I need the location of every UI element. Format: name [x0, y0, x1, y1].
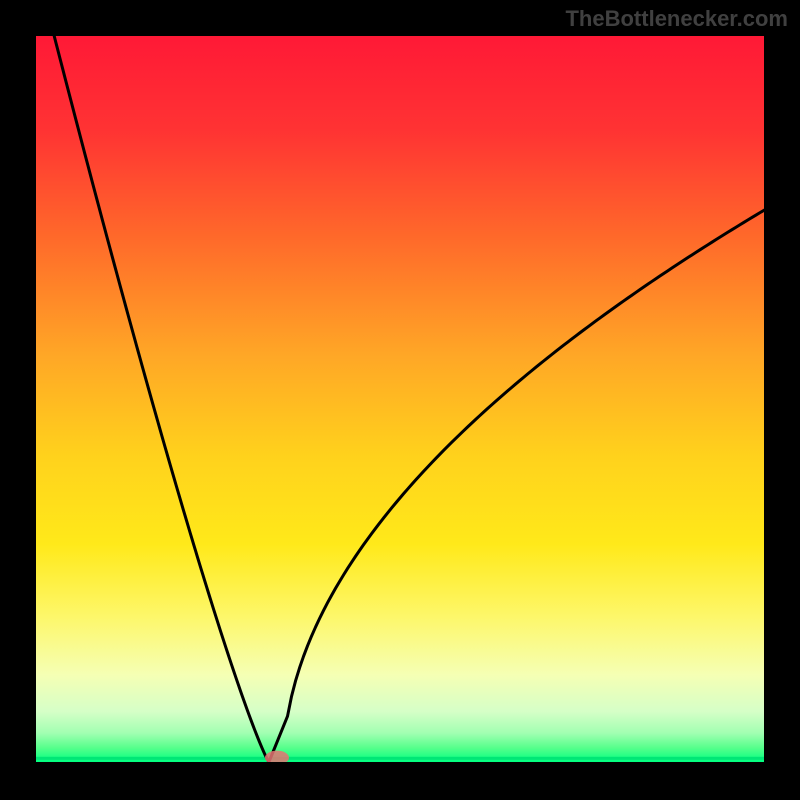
chart-container: TheBottlenecker.com — [0, 0, 800, 800]
bottleneck-chart — [0, 0, 800, 800]
bottom-green-baseline — [36, 757, 764, 760]
plot-background-gradient — [36, 36, 764, 762]
watermark-text: TheBottlenecker.com — [565, 6, 788, 32]
